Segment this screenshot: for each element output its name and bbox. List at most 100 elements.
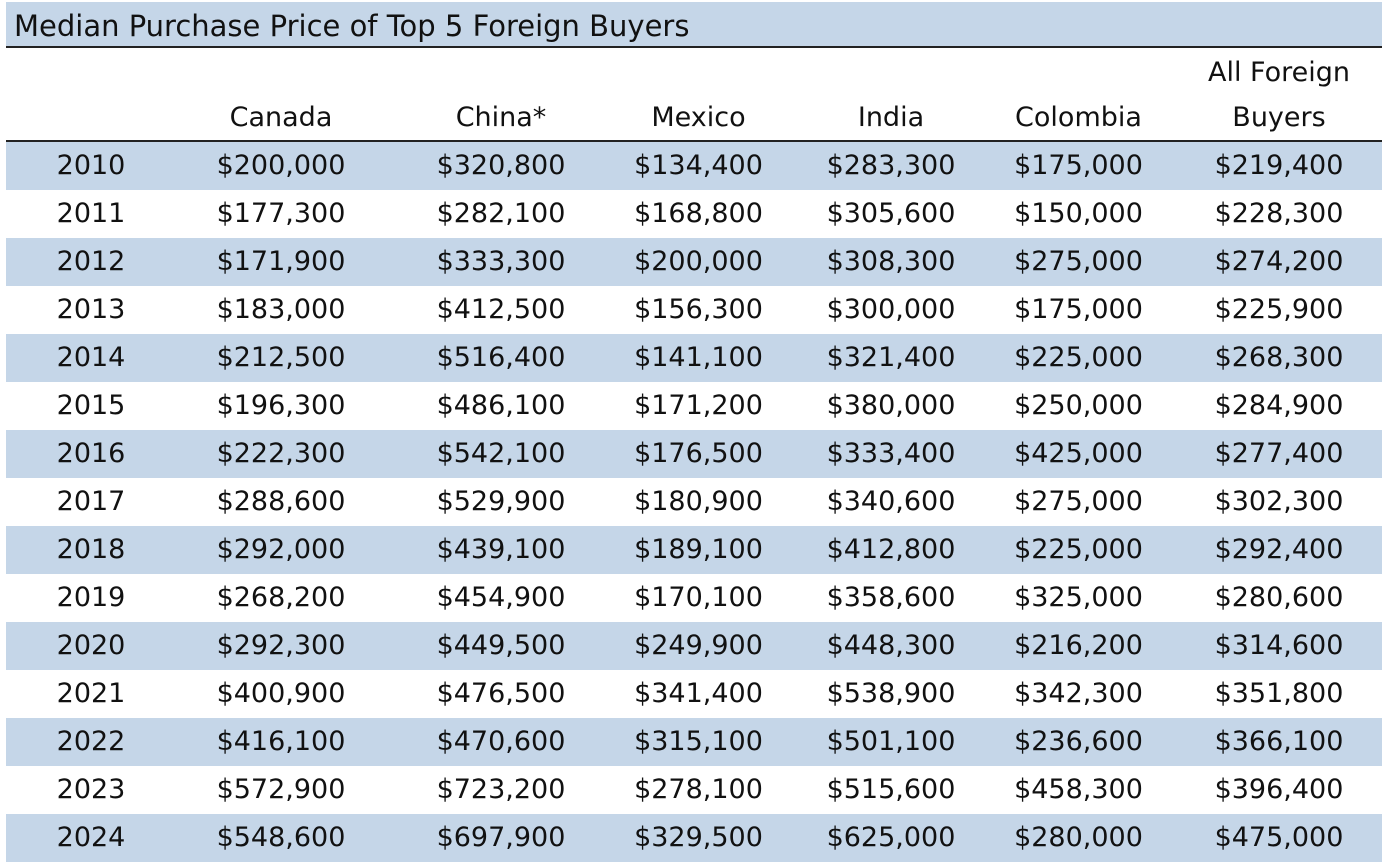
value-cell-canada: $400,900: [216, 678, 346, 709]
table-body: 2010 $200,000 $320,800 $134,400 $283,300 $175…: [6, 142, 1382, 862]
value-cell-mexico: $341,400: [634, 678, 763, 709]
value-cell-india: $538,900: [826, 678, 956, 709]
year-cell: 2012: [56, 246, 126, 277]
year-cell: 2017: [56, 486, 126, 517]
table-row: 2015 $196,300 $486,100 $171,200 $380,000 $250…: [6, 382, 1382, 430]
table-title: Median Purchase Price of Top 5 Foreign B…: [14, 9, 690, 43]
table-row: 2011 $177,300 $282,100 $168,800 $305,600 $150…: [6, 190, 1382, 238]
header-colombia: Colombia: [1015, 102, 1142, 133]
value-cell-china: $454,900: [436, 582, 566, 613]
table-header: Canada China* Mexico India Colombia All …: [6, 50, 1382, 142]
year-cell: 2021: [56, 678, 126, 709]
year-cell: 2023: [56, 774, 126, 805]
table-row: 2017 $288,600 $529,900 $180,900 $340,600 $275…: [6, 478, 1382, 526]
value-cell-china: $333,300: [436, 246, 566, 277]
value-cell-colombia: $225,000: [1014, 342, 1143, 373]
value-cell-india: $625,000: [826, 822, 956, 853]
value-cell-all-foreign-buyers: $292,400: [1214, 534, 1344, 565]
value-cell-mexico: $249,900: [634, 630, 763, 661]
header-india: India: [857, 102, 925, 133]
value-cell-canada: $200,000: [216, 150, 346, 181]
year-cell: 2020: [56, 630, 126, 661]
value-cell-all-foreign-buyers: $274,200: [1214, 246, 1344, 277]
value-cell-china: $516,400: [436, 342, 566, 373]
value-cell-china: $449,500: [436, 630, 566, 661]
value-cell-colombia: $458,300: [1014, 774, 1143, 805]
value-cell-all-foreign-buyers: $219,400: [1214, 150, 1344, 181]
value-cell-china: $282,100: [436, 198, 566, 229]
year-cell: 2024: [56, 822, 126, 853]
value-cell-canada: $548,600: [216, 822, 346, 853]
value-cell-mexico: $170,100: [634, 582, 763, 613]
value-cell-all-foreign-buyers: $268,300: [1214, 342, 1344, 373]
value-cell-mexico: $171,200: [634, 390, 763, 421]
table-row: 2020 $292,300 $449,500 $249,900 $448,300 $216…: [6, 622, 1382, 670]
value-cell-canada: $268,200: [216, 582, 346, 613]
value-cell-china: $470,600: [436, 726, 566, 757]
year-cell: 2010: [56, 150, 126, 181]
value-cell-mexico: $156,300: [634, 294, 763, 325]
value-cell-china: $697,900: [436, 822, 566, 853]
value-cell-china: $529,900: [436, 486, 566, 517]
value-cell-all-foreign-buyers: $225,900: [1214, 294, 1344, 325]
value-cell-mexico: $315,100: [634, 726, 763, 757]
table-row: 2012 $171,900 $333,300 $200,000 $308,300 $275…: [6, 238, 1382, 286]
table-row: 2023 $572,900 $723,200 $278,100 $515,600 $458…: [6, 766, 1382, 814]
value-cell-all-foreign-buyers: $284,900: [1214, 390, 1344, 421]
value-cell-india: $308,300: [826, 246, 956, 277]
value-cell-china: $439,100: [436, 534, 566, 565]
value-cell-all-foreign-buyers: $475,000: [1214, 822, 1344, 853]
value-cell-colombia: $325,000: [1014, 582, 1143, 613]
value-cell-all-foreign-buyers: $396,400: [1214, 774, 1344, 805]
value-cell-colombia: $425,000: [1014, 438, 1143, 469]
value-cell-india: $305,600: [826, 198, 956, 229]
header-mexico: Mexico: [651, 102, 746, 133]
year-cell: 2015: [56, 390, 126, 421]
value-cell-china: $320,800: [436, 150, 566, 181]
value-cell-colombia: $150,000: [1014, 198, 1143, 229]
value-cell-india: $340,600: [826, 486, 956, 517]
header-all-foreign-line2: Buyers: [1232, 102, 1326, 133]
value-cell-mexico: $134,400: [634, 150, 763, 181]
value-cell-colombia: $225,000: [1014, 534, 1143, 565]
value-cell-all-foreign-buyers: $228,300: [1214, 198, 1344, 229]
value-cell-india: $501,100: [826, 726, 956, 757]
value-cell-canada: $183,000: [216, 294, 346, 325]
value-cell-all-foreign-buyers: $314,600: [1214, 630, 1344, 661]
value-cell-colombia: $275,000: [1014, 486, 1143, 517]
table-row: 2019 $268,200 $454,900 $170,100 $358,600 $325…: [6, 574, 1382, 622]
year-cell: 2011: [56, 198, 126, 229]
value-cell-all-foreign-buyers: $366,100: [1214, 726, 1344, 757]
value-cell-mexico: $278,100: [634, 774, 763, 805]
table-row: 2024 $548,600 $697,900 $329,500 $625,000 $280…: [6, 814, 1382, 862]
value-cell-canada: $416,100: [216, 726, 346, 757]
value-cell-mexico: $141,100: [634, 342, 763, 373]
value-cell-all-foreign-buyers: $280,600: [1214, 582, 1344, 613]
value-cell-india: $300,000: [826, 294, 956, 325]
value-cell-mexico: $180,900: [634, 486, 763, 517]
year-cell: 2018: [56, 534, 126, 565]
value-cell-canada: $177,300: [216, 198, 346, 229]
value-cell-india: $333,400: [826, 438, 956, 469]
value-cell-all-foreign-buyers: $351,800: [1214, 678, 1344, 709]
value-cell-china: $486,100: [436, 390, 566, 421]
value-cell-canada: $292,000: [216, 534, 346, 565]
header-china: China*: [455, 102, 547, 133]
table-row: 2013 $183,000 $412,500 $156,300 $300,000 $175…: [6, 286, 1382, 334]
table-row: 2021 $400,900 $476,500 $341,400 $538,900 $342…: [6, 670, 1382, 718]
value-cell-colombia: $342,300: [1014, 678, 1143, 709]
year-cell: 2022: [56, 726, 126, 757]
year-cell: 2014: [56, 342, 126, 373]
value-cell-india: $321,400: [826, 342, 956, 373]
value-cell-canada: $222,300: [216, 438, 346, 469]
year-cell: 2016: [56, 438, 126, 469]
value-cell-colombia: $280,000: [1014, 822, 1143, 853]
value-cell-all-foreign-buyers: $277,400: [1214, 438, 1344, 469]
table-row: 2018 $292,000 $439,100 $189,100 $412,800 $225…: [6, 526, 1382, 574]
value-cell-india: $515,600: [826, 774, 956, 805]
table-row: 2022 $416,100 $470,600 $315,100 $501,100 $236…: [6, 718, 1382, 766]
value-cell-india: $448,300: [826, 630, 956, 661]
value-cell-india: $380,000: [826, 390, 956, 421]
value-cell-china: $542,100: [436, 438, 566, 469]
title-bar: Median Purchase Price of Top 5 Foreign B…: [6, 2, 1382, 48]
